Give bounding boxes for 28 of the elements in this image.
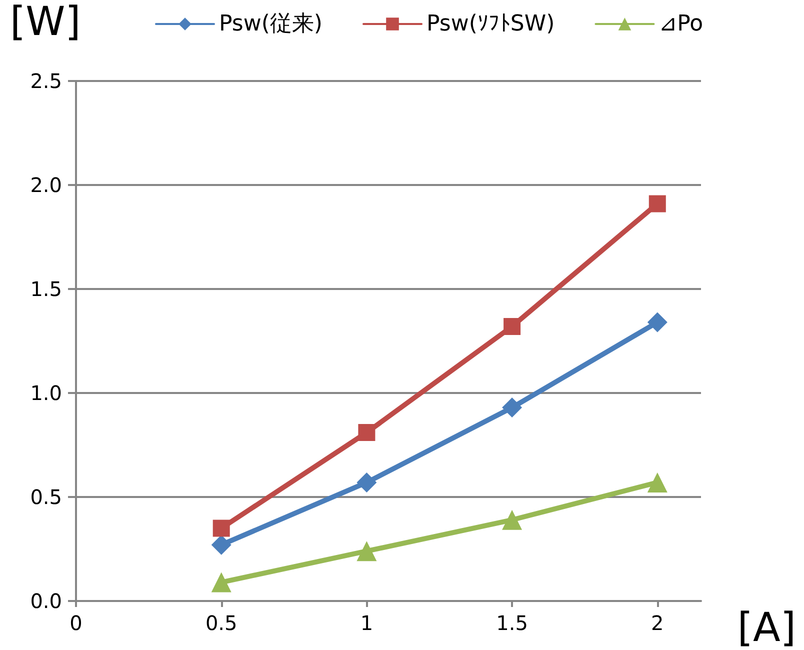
y-tick-label: 0.5 (30, 485, 62, 509)
point (212, 520, 230, 537)
point (211, 534, 232, 555)
y-tick-label: 1.0 (30, 381, 62, 405)
x-tick-label: 1.5 (496, 611, 528, 635)
legend-label: ⊿Po (658, 12, 704, 36)
point (358, 424, 376, 442)
point (648, 195, 666, 212)
point (504, 318, 521, 335)
point (502, 398, 522, 418)
point (502, 510, 522, 530)
y-tick-label: 2.5 (30, 69, 62, 93)
x-tick-label: 0 (70, 611, 82, 635)
y-tick-label: 0.0 (30, 589, 62, 613)
legend-label: Psw(ｿﾌﾄSW) (426, 12, 555, 36)
point (356, 541, 377, 562)
x-axis-title: [A] (737, 605, 796, 650)
y-axis-title: [W] (10, 0, 81, 45)
point (647, 472, 668, 492)
point (647, 312, 668, 332)
legend-label: Psw(従来) (219, 12, 323, 36)
y-tick-label: 1.5 (30, 277, 62, 301)
x-tick-label: 2 (651, 611, 664, 635)
y-tick-label: 2.0 (30, 173, 62, 197)
point (211, 572, 232, 592)
point (356, 472, 377, 492)
x-tick-label: 0.5 (205, 611, 238, 635)
x-tick-label: 1 (360, 611, 374, 635)
